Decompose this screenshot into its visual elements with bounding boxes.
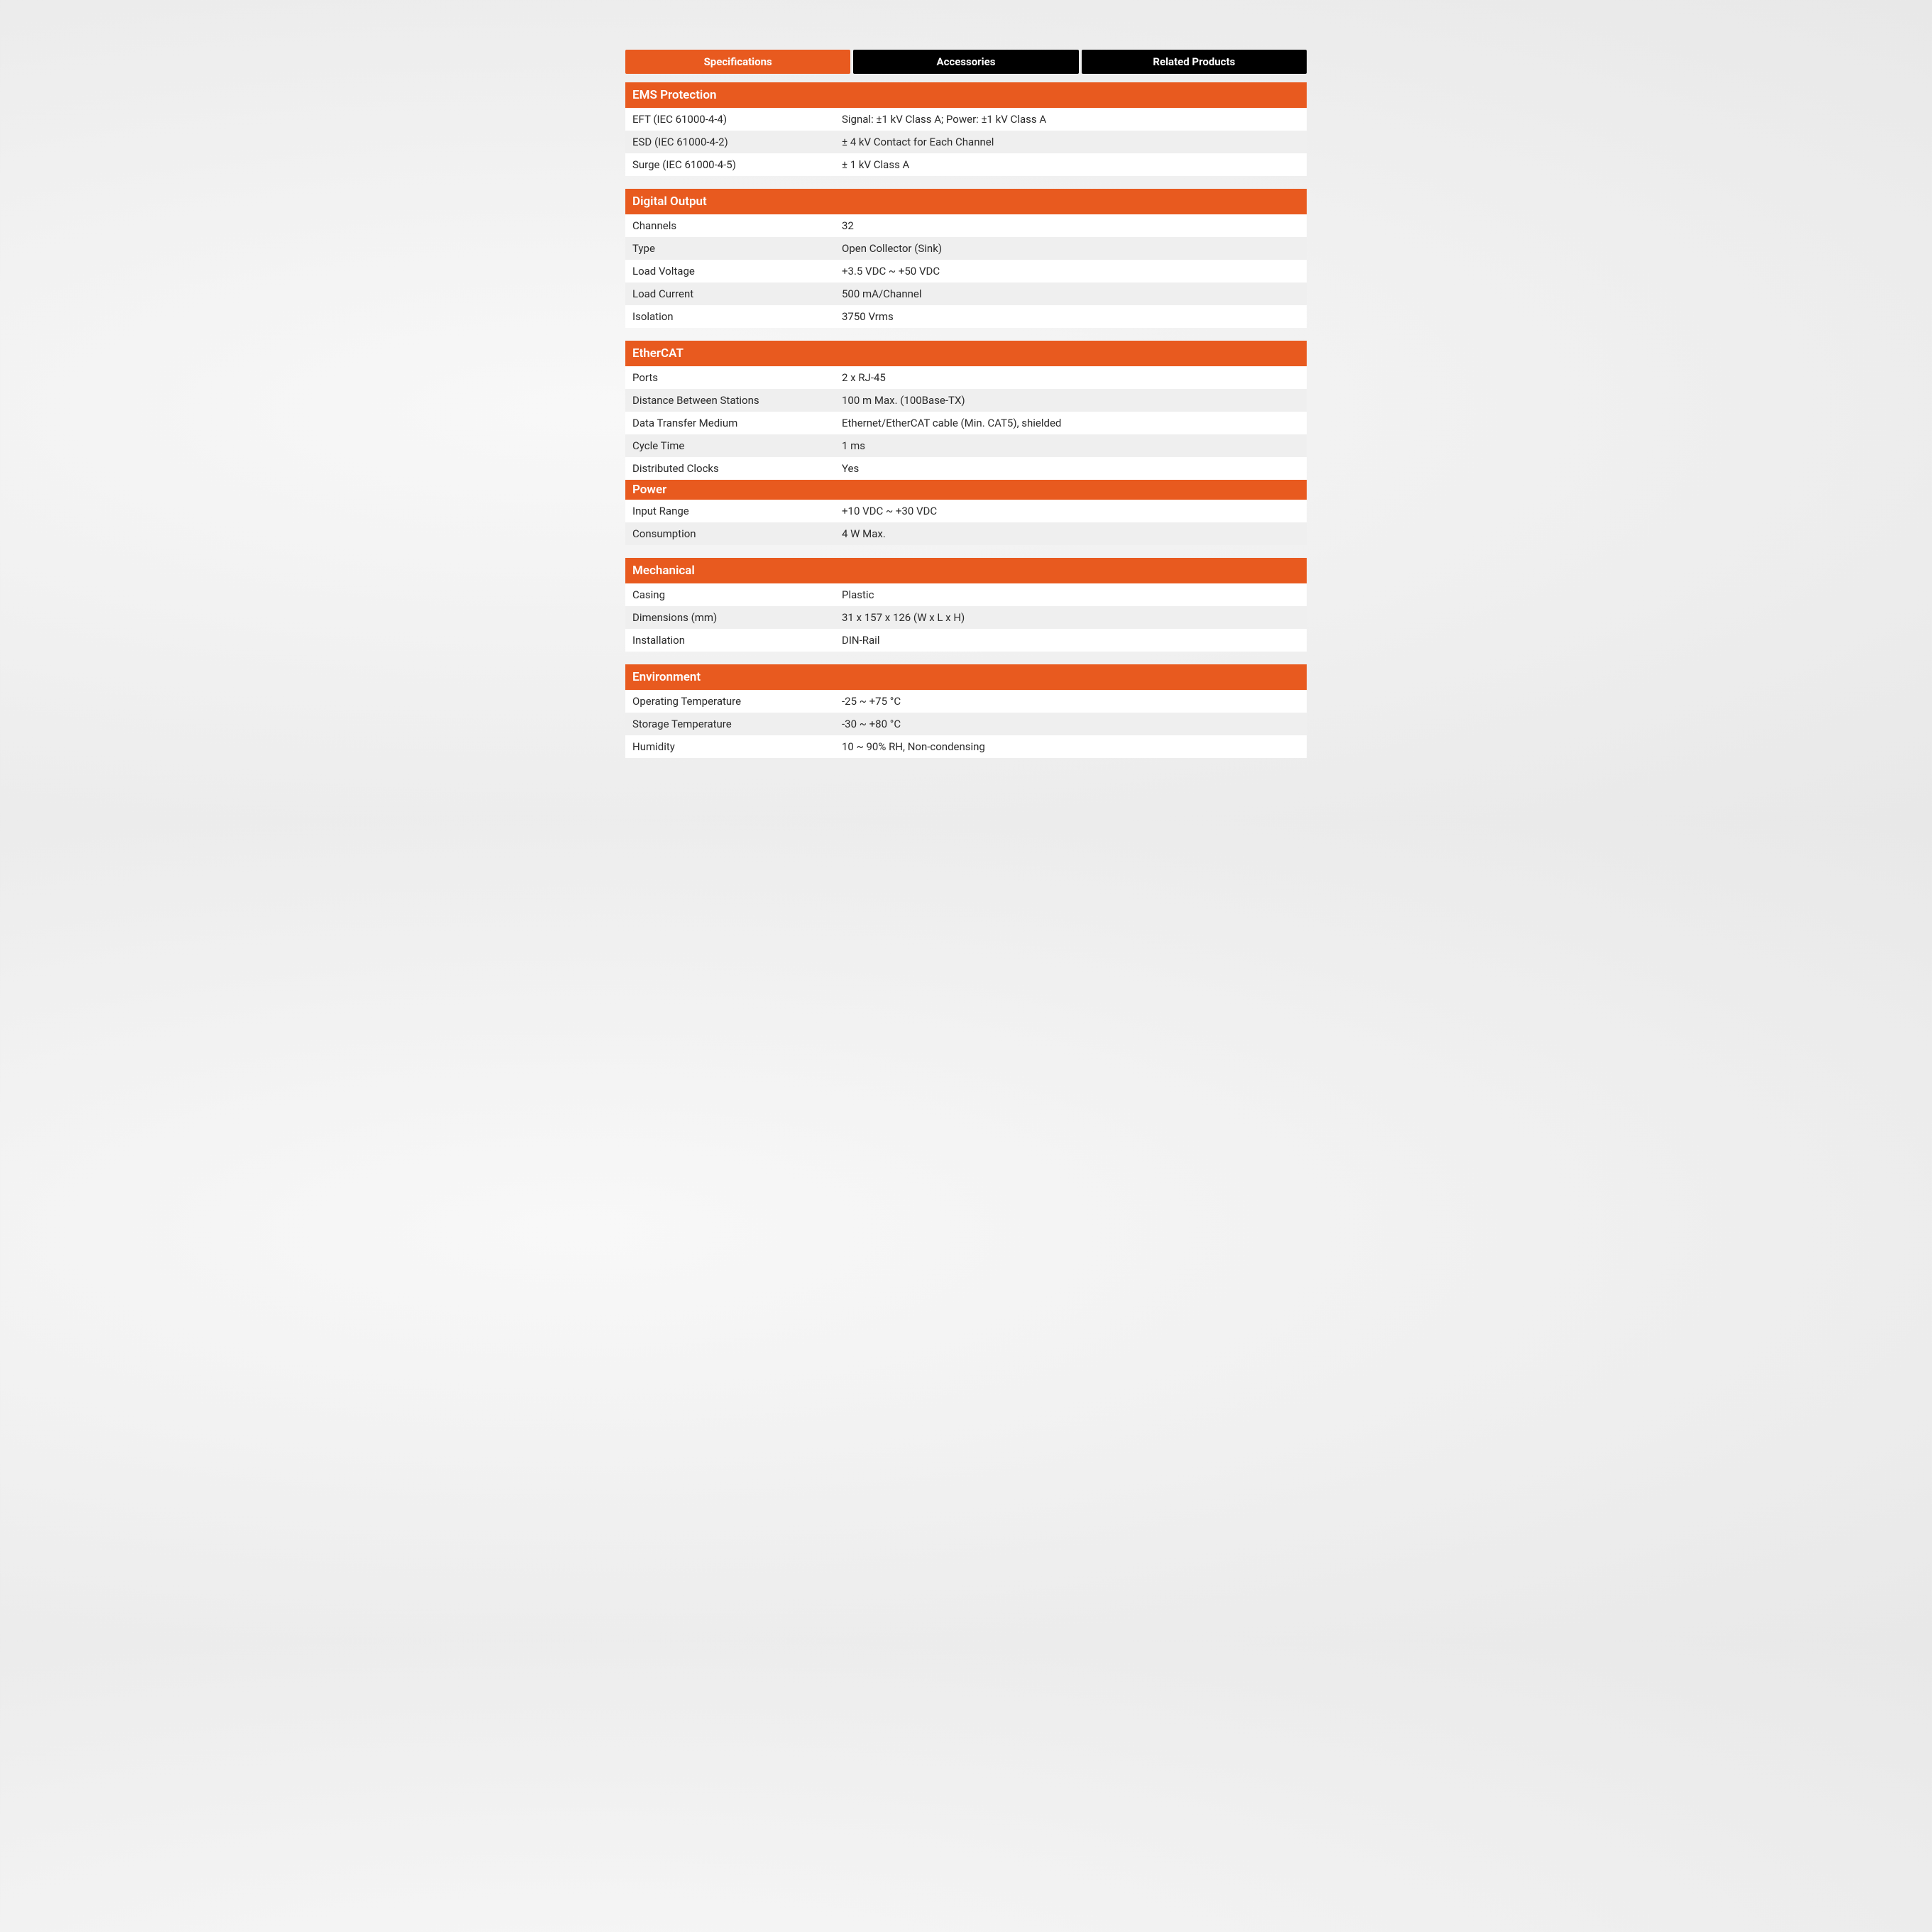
section-header: EMS Protection [625, 82, 1307, 108]
section-body: EFT (IEC 61000-4-4)Signal: ±1 kV Class A… [625, 108, 1307, 176]
row-value: 32 [842, 219, 1300, 232]
row-label: Distributed Clocks [632, 462, 842, 475]
row-value: Ethernet/EtherCAT cable (Min. CAT5), shi… [842, 417, 1300, 429]
row-value: ± 1 kV Class A [842, 158, 1300, 171]
row-label: Surge (IEC 61000-4-5) [632, 158, 842, 171]
section-header: Environment [625, 664, 1307, 690]
row-value: 100 m Max. (100Base-TX) [842, 394, 1300, 407]
row-value: DIN-Rail [842, 634, 1300, 647]
table-row: Ports2 x RJ-45 [625, 366, 1307, 389]
row-label: Operating Temperature [632, 695, 842, 708]
table-row: TypeOpen Collector (Sink) [625, 237, 1307, 260]
row-label: Load Voltage [632, 265, 842, 278]
section-body: Channels32TypeOpen Collector (Sink)Load … [625, 214, 1307, 328]
table-row: Cycle Time1 ms [625, 434, 1307, 457]
row-value: 31 x 157 x 126 (W x L x H) [842, 611, 1300, 624]
row-value: 10 ~ 90% RH, Non-condensing [842, 740, 1300, 753]
row-value: -30 ~ +80 °C [842, 718, 1300, 730]
table-row: Surge (IEC 61000-4-5)± 1 kV Class A [625, 153, 1307, 176]
row-label: Storage Temperature [632, 718, 842, 730]
row-label: Dimensions (mm) [632, 611, 842, 624]
row-label: Consumption [632, 527, 842, 540]
table-row: Load Voltage+3.5 VDC ~ +50 VDC [625, 260, 1307, 282]
table-row: Load Current500 mA/Channel [625, 282, 1307, 305]
row-label: Data Transfer Medium [632, 417, 842, 429]
row-label: ESD (IEC 61000-4-2) [632, 136, 842, 148]
table-row: Consumption4 W Max. [625, 522, 1307, 545]
section: MechanicalCasingPlasticDimensions (mm)31… [625, 558, 1307, 652]
row-label: Cycle Time [632, 439, 842, 452]
row-label: Input Range [632, 505, 842, 517]
row-value: 2 x RJ-45 [842, 371, 1300, 384]
row-value: ± 4 kV Contact for Each Channel [842, 136, 1300, 148]
section: EnvironmentOperating Temperature-25 ~ +7… [625, 664, 1307, 758]
row-value: +3.5 VDC ~ +50 VDC [842, 265, 1300, 278]
row-label: Humidity [632, 740, 842, 753]
table-row: CasingPlastic [625, 583, 1307, 606]
row-value: 500 mA/Channel [842, 287, 1300, 300]
table-row: Distributed ClocksYes [625, 457, 1307, 480]
section-header: Digital Output [625, 189, 1307, 214]
tab-specifications[interactable]: Specifications [625, 50, 850, 74]
row-label: Load Current [632, 287, 842, 300]
row-label: Casing [632, 588, 842, 601]
section-body: Operating Temperature-25 ~ +75 °CStorage… [625, 690, 1307, 758]
table-row: Data Transfer MediumEthernet/EtherCAT ca… [625, 412, 1307, 434]
table-row: Dimensions (mm)31 x 157 x 126 (W x L x H… [625, 606, 1307, 629]
table-row: Operating Temperature-25 ~ +75 °C [625, 690, 1307, 713]
row-value: Signal: ±1 kV Class A; Power: ±1 kV Clas… [842, 113, 1300, 126]
row-value: Open Collector (Sink) [842, 242, 1300, 255]
row-value: 1 ms [842, 439, 1300, 452]
row-value: Yes [842, 462, 1300, 475]
section-body: Input Range+10 VDC ~ +30 VDCConsumption4… [625, 500, 1307, 545]
row-label: EFT (IEC 61000-4-4) [632, 113, 842, 126]
row-label: Channels [632, 219, 842, 232]
tab-accessories[interactable]: Accessories [853, 50, 1078, 74]
row-value: 3750 Vrms [842, 310, 1300, 323]
row-label: Type [632, 242, 842, 255]
section-header: Power [625, 480, 1307, 500]
section: EMS ProtectionEFT (IEC 61000-4-4)Signal:… [625, 82, 1307, 176]
row-label: Distance Between Stations [632, 394, 842, 407]
table-row: Distance Between Stations100 m Max. (100… [625, 389, 1307, 412]
row-label: Ports [632, 371, 842, 384]
table-row: Channels32 [625, 214, 1307, 237]
section-body: Ports2 x RJ-45Distance Between Stations1… [625, 366, 1307, 480]
table-row: EFT (IEC 61000-4-4)Signal: ±1 kV Class A… [625, 108, 1307, 131]
table-row: InstallationDIN-Rail [625, 629, 1307, 652]
tabs-bar: Specifications Accessories Related Produ… [625, 50, 1307, 74]
table-row: Humidity10 ~ 90% RH, Non-condensing [625, 735, 1307, 758]
table-row: Isolation3750 Vrms [625, 305, 1307, 328]
spec-container: Specifications Accessories Related Produ… [625, 50, 1307, 758]
section-header: Mechanical [625, 558, 1307, 583]
table-row: ESD (IEC 61000-4-2)± 4 kV Contact for Ea… [625, 131, 1307, 153]
sections-root: EMS ProtectionEFT (IEC 61000-4-4)Signal:… [625, 82, 1307, 758]
row-label: Isolation [632, 310, 842, 323]
section: Digital OutputChannels32TypeOpen Collect… [625, 189, 1307, 328]
section-header: EtherCAT [625, 341, 1307, 366]
tab-related-products[interactable]: Related Products [1082, 50, 1307, 74]
section: EtherCATPorts2 x RJ-45Distance Between S… [625, 341, 1307, 480]
section: PowerInput Range+10 VDC ~ +30 VDCConsump… [625, 480, 1307, 545]
row-label: Installation [632, 634, 842, 647]
section-body: CasingPlasticDimensions (mm)31 x 157 x 1… [625, 583, 1307, 652]
row-value: -25 ~ +75 °C [842, 695, 1300, 708]
row-value: +10 VDC ~ +30 VDC [842, 505, 1300, 517]
row-value: Plastic [842, 588, 1300, 601]
table-row: Storage Temperature-30 ~ +80 °C [625, 713, 1307, 735]
row-value: 4 W Max. [842, 527, 1300, 540]
table-row: Input Range+10 VDC ~ +30 VDC [625, 500, 1307, 522]
